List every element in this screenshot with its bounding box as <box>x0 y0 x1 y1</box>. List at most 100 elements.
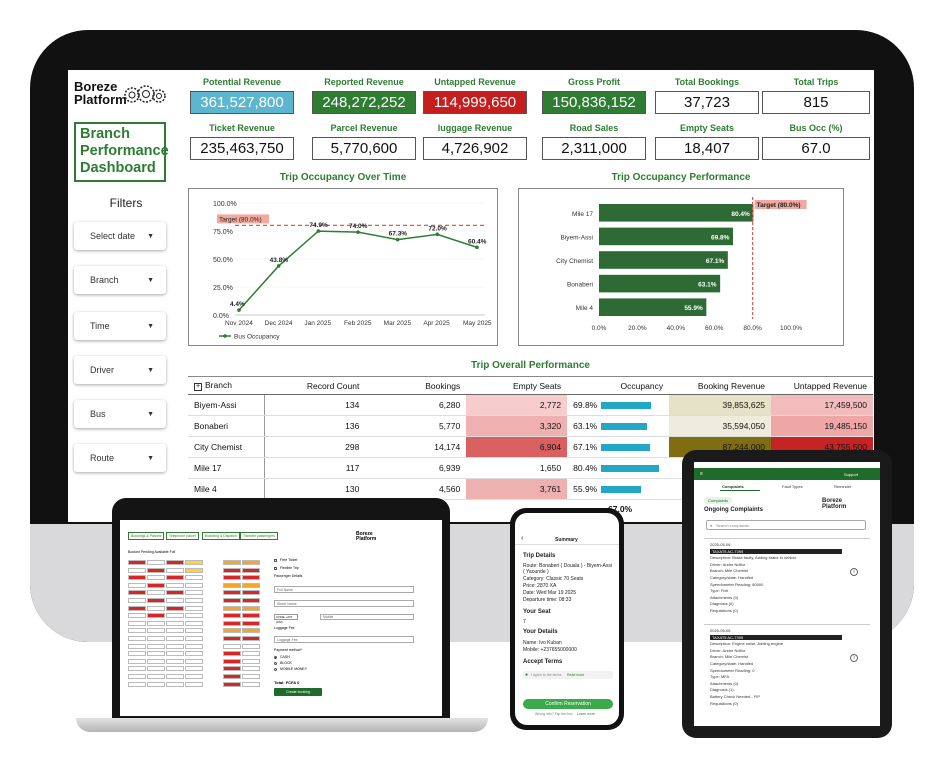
seat[interactable] <box>242 681 260 687</box>
seat[interactable] <box>166 567 184 573</box>
menu-icon[interactable]: ≡ <box>700 471 703 477</box>
seat[interactable] <box>166 643 184 649</box>
plus-square-icon[interactable]: + <box>194 383 202 391</box>
seat[interactable] <box>147 666 165 672</box>
seat[interactable] <box>128 658 146 664</box>
seat[interactable] <box>128 560 146 565</box>
seat[interactable] <box>185 560 203 565</box>
read-more-link[interactable]: Read more <box>567 673 585 677</box>
seat[interactable] <box>166 575 184 581</box>
seat[interactable] <box>166 620 184 626</box>
seat[interactable] <box>242 620 260 626</box>
seat[interactable] <box>223 598 241 603</box>
seat[interactable] <box>242 575 260 581</box>
table-row[interactable]: Bonaberi 136 5,770 3,320 63.1% 35,594,050 19,4… <box>188 415 873 437</box>
seat[interactable] <box>128 674 146 679</box>
seat[interactable] <box>147 582 165 588</box>
seat[interactable] <box>223 636 241 641</box>
seat[interactable] <box>166 628 184 634</box>
seat[interactable] <box>223 582 241 588</box>
tab-bookings[interactable]: Bookings & Parcels <box>128 532 165 540</box>
seat[interactable] <box>223 613 241 619</box>
col-empty-seats[interactable]: Empty Seats <box>466 376 568 395</box>
seat[interactable] <box>147 567 165 573</box>
form-input[interactable]: Street Name <box>274 600 414 607</box>
info-icon[interactable]: i <box>850 654 858 662</box>
back-arrow-icon[interactable]: ‹ <box>521 535 524 542</box>
driver-filter[interactable]: Driver ▼ <box>74 356 166 384</box>
seat[interactable] <box>185 598 203 603</box>
seat[interactable] <box>242 598 260 603</box>
info-icon[interactable]: i <box>850 568 858 576</box>
seat[interactable] <box>147 598 165 603</box>
complaints-search-input[interactable] <box>706 520 866 530</box>
country-code-select[interactable]: CODE +237 (CM) <box>274 614 298 624</box>
seat[interactable] <box>223 560 241 565</box>
tab-reminder[interactable]: Reminder <box>834 484 852 489</box>
seat[interactable] <box>128 590 146 596</box>
col-occupancy[interactable]: Occupancy <box>567 376 670 395</box>
seat[interactable] <box>166 666 184 672</box>
seat[interactable] <box>128 636 146 641</box>
seat[interactable] <box>166 598 184 603</box>
seat[interactable] <box>128 598 146 603</box>
seat[interactable] <box>185 582 203 588</box>
seat[interactable] <box>242 674 260 679</box>
seat[interactable] <box>128 651 146 657</box>
check-option[interactable]: Flexible Trip <box>280 566 299 570</box>
radio-icon[interactable] <box>274 655 277 659</box>
tab-telephone-parcel[interactable]: Telephone parcel <box>166 532 199 540</box>
seat[interactable] <box>242 590 260 596</box>
seat[interactable] <box>147 613 165 619</box>
seat[interactable] <box>166 651 184 657</box>
seat[interactable] <box>147 636 165 641</box>
seat[interactable] <box>223 643 241 649</box>
create-booking-button[interactable]: Create booking <box>274 688 322 696</box>
col-untapped-revenue[interactable]: Untapped Revenue <box>771 376 873 395</box>
seat[interactable] <box>147 628 165 634</box>
seat[interactable] <box>223 628 241 634</box>
seat[interactable] <box>147 590 165 596</box>
seat[interactable] <box>147 651 165 657</box>
seat[interactable] <box>147 560 165 565</box>
branch-filter[interactable]: Branch ▼ <box>74 266 166 294</box>
seat[interactable] <box>166 613 184 619</box>
seat[interactable] <box>185 613 203 619</box>
seat[interactable] <box>223 681 241 687</box>
seat[interactable] <box>166 560 184 565</box>
confirm-reservation-button[interactable]: Confirm Reservation <box>523 699 613 709</box>
seat[interactable] <box>242 605 260 611</box>
tab-complaints[interactable]: Complaints <box>722 484 744 489</box>
mobile-input[interactable]: Mobile <box>320 614 414 620</box>
form-input[interactable]: Luggage Fee <box>274 636 414 643</box>
seat[interactable] <box>128 666 146 672</box>
seat[interactable] <box>242 567 260 573</box>
seat[interactable] <box>147 620 165 626</box>
seat[interactable] <box>185 674 203 679</box>
form-input[interactable]: Full Name <box>274 586 414 593</box>
seat[interactable] <box>242 636 260 641</box>
seat[interactable] <box>185 666 203 672</box>
seat[interactable] <box>223 590 241 596</box>
seat[interactable] <box>147 674 165 679</box>
seat[interactable] <box>223 674 241 679</box>
seat[interactable] <box>223 620 241 626</box>
radio-icon[interactable] <box>274 667 277 671</box>
seat[interactable] <box>128 605 146 611</box>
seat[interactable] <box>185 628 203 634</box>
checkbox-icon[interactable] <box>274 558 277 562</box>
seat[interactable] <box>166 681 184 687</box>
seat[interactable] <box>166 636 184 641</box>
seat[interactable] <box>147 643 165 649</box>
seat[interactable] <box>185 575 203 581</box>
seat[interactable] <box>223 658 241 664</box>
seat[interactable] <box>147 681 165 687</box>
seat[interactable] <box>242 628 260 634</box>
seat[interactable] <box>223 567 241 573</box>
seat[interactable] <box>128 681 146 687</box>
col-branch[interactable]: + Branch <box>188 376 265 395</box>
learn-more-link[interactable]: Learn more <box>577 712 595 716</box>
seat[interactable] <box>223 666 241 672</box>
select-date-filter[interactable]: Select date ▼ <box>74 222 166 250</box>
seat[interactable] <box>147 575 165 581</box>
